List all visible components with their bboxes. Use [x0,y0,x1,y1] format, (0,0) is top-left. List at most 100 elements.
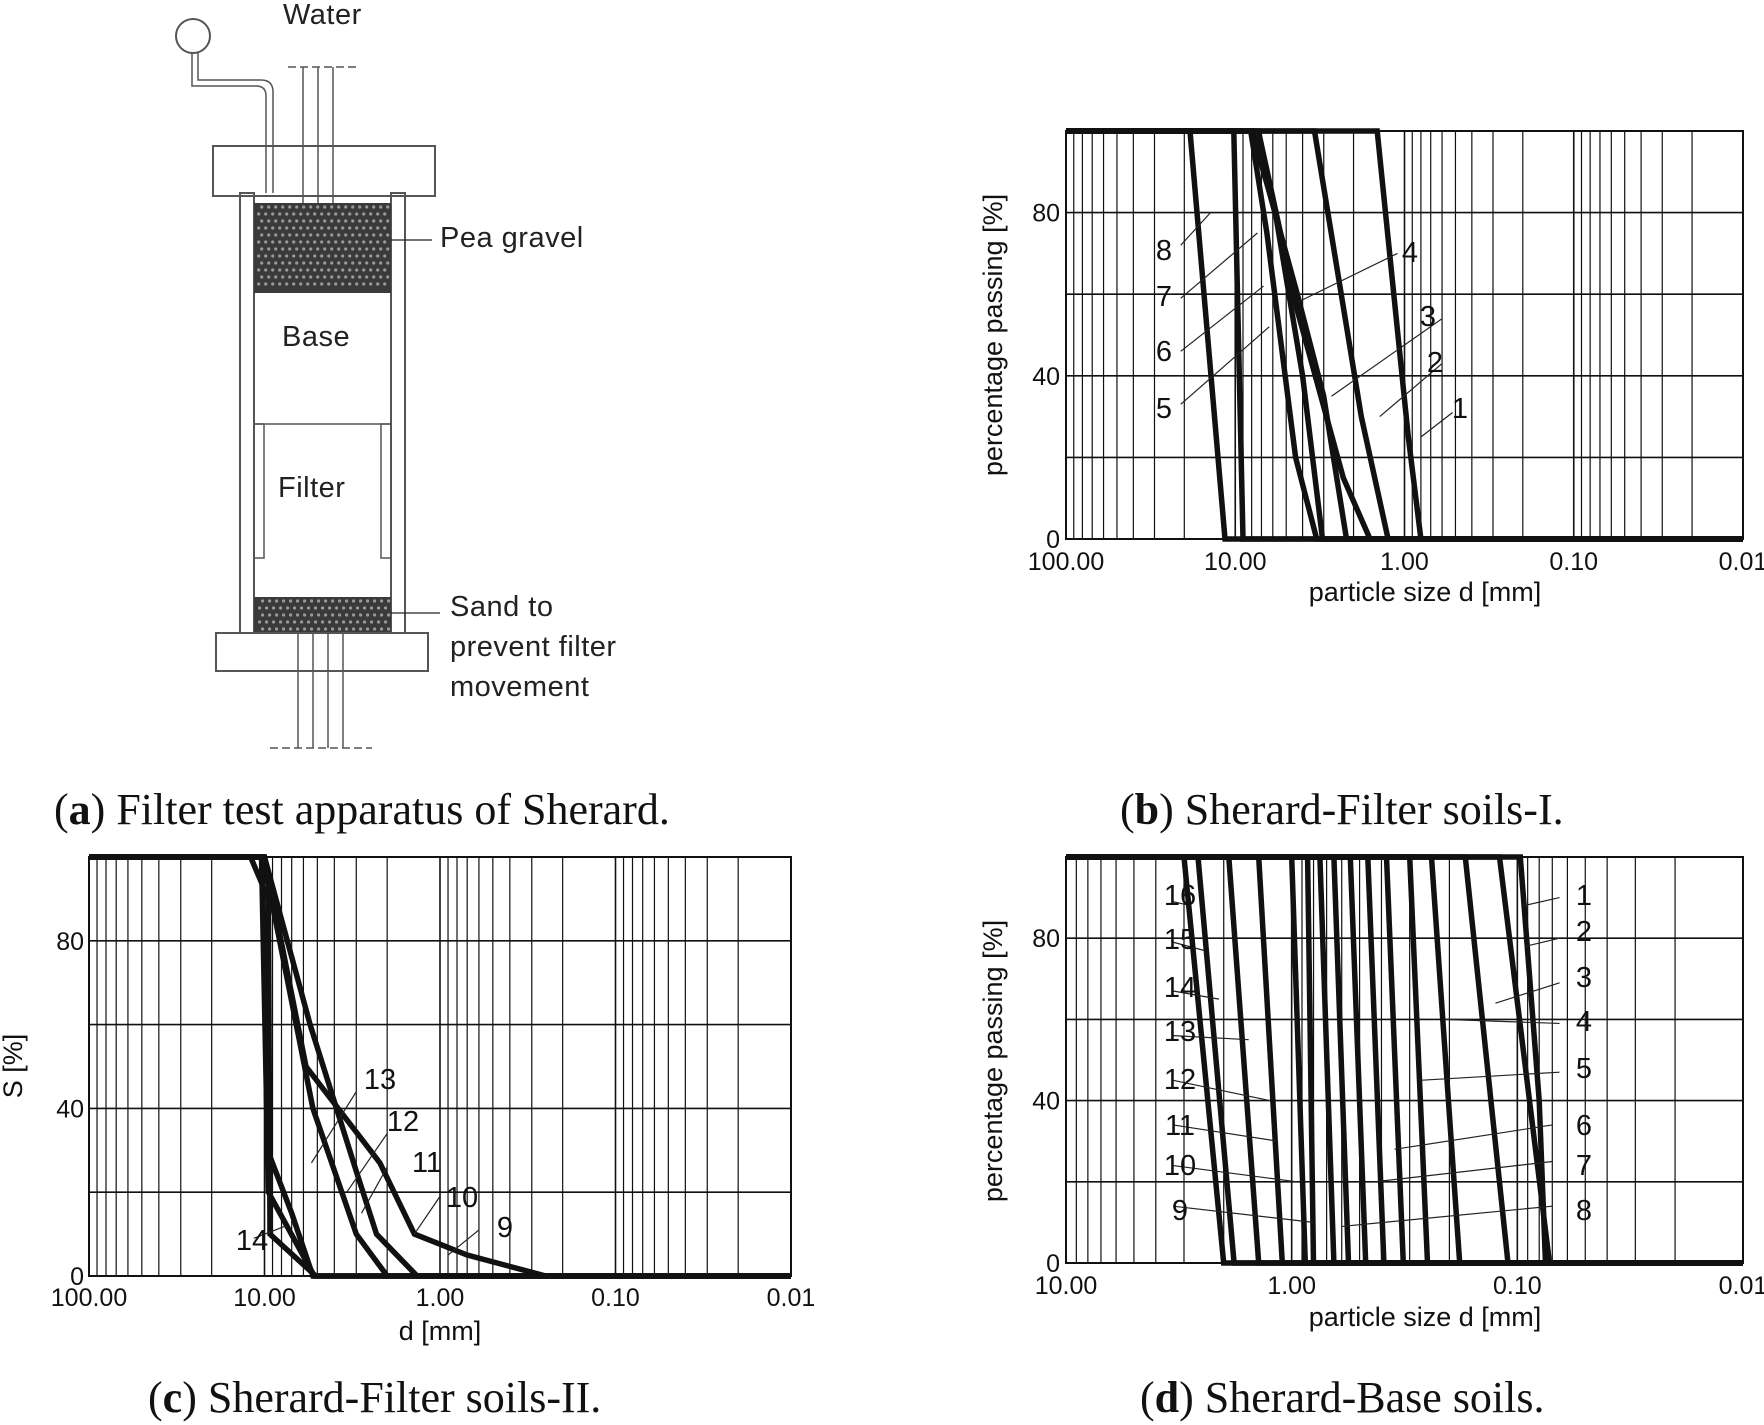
leader-line-5 [1419,1071,1560,1081]
series-line-3 [1066,854,1743,1266]
gravel-grain [295,219,299,223]
gravel-grain [288,599,293,603]
gravel-grain [351,219,355,223]
gravel-grain [369,254,373,258]
gravel-grain [327,620,332,624]
gravel-grain [274,627,279,631]
gravel-grain [313,240,317,244]
gravel-grain [376,268,380,272]
water-label: Water [283,0,362,31]
gravel-grain [358,613,363,617]
apparatus-panel: Water Pea gravel Base Filter Sand to pre… [175,0,616,749]
gravel-grain [306,268,310,272]
y-axis-title: percentage passing [%] [978,920,1008,1202]
gravel-grain [358,599,363,603]
gravel-grain [288,247,292,251]
gravel-grain [309,233,313,237]
y-tick-label: 40 [1032,1088,1060,1116]
gravel-grain [281,275,285,279]
gravel-grain [365,275,369,279]
gravel-grain [281,627,286,631]
series-line-6 [1066,854,1743,1266]
gravel-grain [306,226,310,230]
x-tick-label: 0.01 [1719,548,1764,576]
gravel-grain [355,620,360,624]
series-group [89,854,791,1279]
gravel-grain [355,254,359,258]
x-tick-label: 0.01 [1719,1272,1764,1300]
gravel-grain [260,627,265,631]
filter-sleeve-left [253,423,265,559]
gravel-grain [383,226,387,230]
gravel-grain [362,226,366,230]
gravel-grain [330,247,334,251]
gravel-grain [302,261,306,265]
x-tick-label: 10.00 [233,1284,296,1312]
leader-line-13 [1173,1035,1249,1041]
gravel-grain [309,261,313,265]
x-tick-label: 1.00 [1380,548,1429,576]
x-tick-label: 0.10 [1549,548,1598,576]
gravel-grain [320,212,324,216]
leader-line-11 [1173,1124,1279,1142]
gravel-grain [306,606,311,610]
gravel-grain [341,282,345,286]
gravel-grain [372,261,376,265]
gravel-grain [337,205,341,209]
gravel-grain [306,212,310,216]
leader-line-4 [1444,1018,1560,1025]
gravel-grain [292,254,296,258]
gravel-grain [257,606,262,610]
y-tick-label: 40 [56,1095,84,1123]
gravel-grain [372,599,377,603]
gravel-grain [344,247,348,251]
caption-c: (c) Sherard-Filter soils-II. [148,1373,601,1422]
x-tick-label: 100.00 [51,1284,127,1312]
gravel-grain [316,233,320,237]
series-line-11 [1066,854,1743,1266]
curve-label-7: 7 [1576,1150,1592,1182]
leader-line-2 [1379,363,1443,418]
gravel-grain [309,219,313,223]
gravel-grain [344,627,349,631]
gravel-grain [267,599,272,603]
y-tick-label: 80 [1032,200,1060,228]
gravel-grain [351,233,355,237]
gravel-grain [323,599,328,603]
gravel-grain [285,268,289,272]
gravel-grain [267,275,271,279]
gravel-grain [348,226,352,230]
curve-label-3: 3 [1420,301,1436,333]
curve-label-16: 16 [1164,880,1196,912]
gravel-grain [320,282,324,286]
gravel-grain [292,620,297,624]
series-line-9 [1066,854,1743,1266]
gravel-grain [355,282,359,286]
gravel-grain [295,233,299,237]
gravel-grain [337,599,342,603]
gravel-grain [309,247,313,251]
gravel-grain [351,599,356,603]
gravel-grain [379,261,383,265]
y-tick-label: 80 [1032,925,1060,953]
gravel-grain [344,205,348,209]
leader-line-16 [1173,901,1191,907]
chart-filter-soils-2: 100.00 10.00 1.00 0.10 0.01 0 40 80 d [mm] S [%] 9… [0,854,815,1346]
gravel-grain [369,240,373,244]
curve-label-8: 8 [1156,235,1172,267]
gravel-grain [365,599,370,603]
gravel-grain [274,205,278,209]
y-tick-label: 0 [1046,1250,1060,1278]
gravel-grain [383,268,387,272]
gravel-grain [376,606,381,610]
gravel-grain [257,226,261,230]
leader-line-6 [1180,285,1264,352]
gravel-grain [376,254,380,258]
curve-label-1: 1 [1452,393,1468,425]
gravel-grain [264,620,269,624]
curve-label-9: 9 [497,1212,513,1244]
gravel-grain [379,247,383,251]
